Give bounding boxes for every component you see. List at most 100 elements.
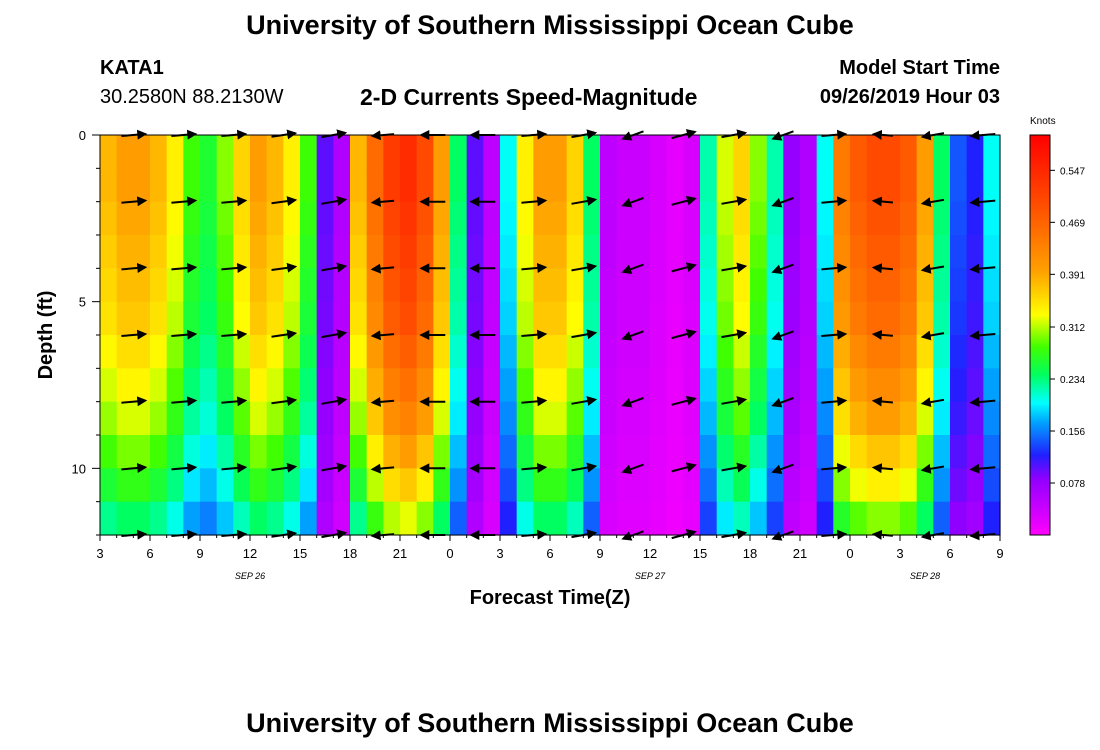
heatmap-cell [933, 335, 951, 369]
heatmap-cell [950, 268, 968, 303]
heatmap-cell [516, 168, 534, 203]
heatmap-cell [433, 268, 451, 303]
heatmap-cell [766, 168, 784, 203]
heatmap-cell [883, 335, 901, 369]
heatmap-cell [400, 501, 418, 536]
heatmap-cell [450, 501, 468, 536]
x-date-label: SEP 26 [235, 571, 265, 581]
heatmap-cell [883, 235, 901, 269]
heatmap-cell [800, 368, 818, 403]
heatmap-cell [683, 201, 701, 236]
heatmap-cell [100, 135, 118, 169]
heatmap-cell [616, 335, 634, 369]
heatmap-cell [133, 135, 151, 169]
heatmap-cell [433, 401, 451, 436]
heatmap-cell [350, 335, 368, 369]
heatmap-cell [583, 235, 601, 269]
heatmap-cell [716, 368, 734, 403]
heatmap-cell [250, 401, 268, 436]
current-vector [171, 196, 198, 207]
heatmap-cell [216, 135, 234, 169]
heatmap-cell [633, 301, 651, 336]
x-tick-label: 9 [196, 546, 203, 561]
station-coordinates: 30.2580N 88.2130W [100, 86, 284, 108]
heatmap-cell [516, 268, 534, 303]
heatmap-cell [350, 168, 368, 203]
heatmap-cell [600, 301, 618, 336]
page-title: University of Southern Mississippi Ocean… [246, 10, 854, 40]
heatmap-cell [150, 268, 168, 303]
x-tick-label: 6 [546, 546, 553, 561]
heatmap-cell [316, 335, 334, 369]
heatmap-cell [200, 435, 218, 469]
heatmap-cell [716, 201, 734, 236]
heatmap-cell [566, 468, 584, 503]
current-vector [969, 397, 996, 407]
heatmap-cell [650, 235, 668, 269]
heatmap-cell [583, 301, 601, 336]
heatmap-cell [333, 501, 351, 536]
heatmap-cell [466, 301, 484, 336]
x-tick-label: 18 [343, 546, 357, 561]
heatmap-cell [650, 368, 668, 403]
heatmap-cell [116, 301, 134, 336]
current-vector [171, 396, 198, 407]
heatmap-cell [316, 301, 334, 336]
heatmap-cell [733, 501, 751, 536]
current-vector [171, 463, 198, 473]
heatmap-cell [433, 135, 451, 169]
heatmap-cell [900, 401, 918, 436]
heatmap-cell [200, 168, 218, 203]
heatmap-cell [950, 168, 968, 203]
heatmap-cell [950, 435, 968, 469]
heatmap-cell [166, 468, 184, 503]
heatmap-cell [733, 235, 751, 269]
heatmap-cell [866, 335, 884, 369]
heatmap-cell [883, 201, 901, 236]
current-vector [521, 196, 548, 207]
heatmap-cell [250, 335, 268, 369]
heatmap-cell [533, 301, 551, 336]
heatmap-cell [916, 401, 934, 436]
heatmap-cell [700, 368, 718, 403]
heatmap-cell [166, 235, 184, 269]
heatmap-cell [916, 168, 934, 203]
heatmap-cell [333, 401, 351, 436]
heatmap-cell [750, 501, 768, 536]
heatmap-cell [900, 301, 918, 336]
heatmap-cell [483, 135, 501, 169]
heatmap-cell [816, 168, 834, 203]
heatmap-cell [683, 435, 701, 469]
heatmap-cell [666, 168, 684, 203]
heatmap-cell [633, 201, 651, 236]
current-vector [571, 262, 598, 273]
current-vector [321, 396, 348, 406]
heatmap-cell [666, 401, 684, 436]
heatmap-cell [383, 468, 401, 503]
heatmap-cell [200, 268, 218, 303]
heatmap-cell [766, 401, 784, 436]
heatmap-cell [683, 401, 701, 436]
x-date-label: SEP 27 [635, 571, 666, 581]
heatmap-cell [283, 135, 301, 169]
current-vector [721, 396, 748, 406]
current-vector [370, 330, 395, 341]
heatmap-cell [933, 201, 951, 236]
current-vector [221, 396, 248, 407]
heatmap-cell [450, 268, 468, 303]
current-vector [671, 329, 697, 340]
heatmap-cell [816, 435, 834, 469]
heatmap-cell [983, 401, 1001, 436]
y-tick-label: 5 [79, 295, 86, 310]
heatmap-cell [566, 168, 584, 203]
heatmap-cell [200, 468, 218, 503]
heatmap-cell [800, 501, 818, 536]
heatmap-cell [150, 168, 168, 203]
heatmap-cell [300, 435, 318, 469]
heatmap-cell [550, 468, 568, 503]
heatmap-cell [583, 368, 601, 403]
heatmap-cell [266, 501, 284, 536]
heatmap-cell [633, 501, 651, 536]
heatmap-cell [500, 468, 518, 503]
heatmap-cell [433, 168, 451, 203]
